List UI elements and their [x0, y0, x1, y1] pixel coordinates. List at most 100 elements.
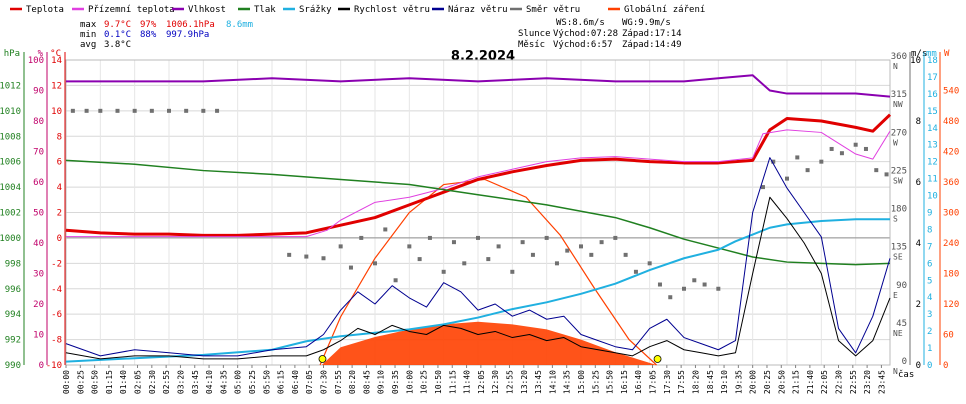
- radiation-tick-label: 180: [943, 270, 959, 280]
- direction-name-label: N: [893, 62, 898, 71]
- x-tick-label: 02:30: [148, 370, 157, 394]
- direction-tick-label: 90: [896, 281, 907, 291]
- wind-direction-point: [760, 185, 765, 190]
- rain-tick-label: 6: [927, 259, 932, 269]
- wind-direction-point: [132, 108, 137, 113]
- wind-direction-point: [427, 235, 432, 240]
- wind-direction-point: [819, 159, 824, 164]
- moonset: Západ:14:49: [622, 40, 682, 50]
- x-tick-label: 15:25: [591, 370, 600, 394]
- x-tick-label: 14:10: [548, 370, 557, 394]
- stat-label: avg: [80, 40, 96, 50]
- legend-label: Teplota: [26, 5, 64, 15]
- rain-tick-label: 13: [927, 141, 938, 151]
- pressure-tick-label: 1006: [0, 158, 21, 168]
- wind-direction-point: [613, 235, 618, 240]
- pressure-tick-label: 992: [5, 336, 21, 346]
- wind-direction-point: [84, 108, 89, 113]
- temperature-tick-label: -4: [51, 285, 62, 295]
- x-tick-label: 10:50: [434, 370, 443, 394]
- pressure-tick-label: 1002: [0, 209, 21, 219]
- x-tick-label: 13:20: [520, 370, 529, 394]
- temperature-tick-label: 10: [51, 107, 62, 117]
- wind-direction-point: [657, 282, 662, 287]
- x-tick-label: 07:05: [305, 370, 314, 394]
- wind-direction-point: [383, 227, 388, 232]
- wind-direction-point: [863, 146, 868, 151]
- radiation-tick-label: 60: [943, 331, 954, 341]
- x-tick-label: 09:35: [391, 370, 400, 394]
- wind-direction-point: [451, 240, 456, 245]
- wind-direction-point: [115, 108, 120, 113]
- axes: hPa9909929949969981000100210041006100810…: [0, 49, 959, 376]
- pressure-tick-label: 996: [5, 285, 21, 295]
- max-wind-gust: WG:9.9m/s: [622, 18, 671, 28]
- wind-tick-label: 2: [916, 300, 921, 310]
- wind-direction-point: [184, 108, 189, 113]
- radiation-tick-label: 480: [943, 117, 959, 127]
- pressure-tick-label: 1004: [0, 183, 21, 193]
- wind-direction-point: [579, 244, 583, 249]
- legend-label: Náraz větru: [448, 5, 508, 15]
- rain-tick-label: 3: [927, 310, 932, 320]
- x-tick-label: 17:30: [663, 370, 672, 394]
- wind-direction-point: [215, 108, 220, 113]
- humidity-tick-label: 90: [33, 87, 44, 97]
- rain-tick-label: 2: [927, 327, 932, 337]
- stat-humidity: 88%: [140, 30, 157, 40]
- x-tick-label: 10:00: [405, 370, 414, 394]
- x-tick-label: 17:05: [649, 370, 658, 394]
- x-tick-label: 23:20: [863, 370, 872, 394]
- x-tick-label: 18:20: [691, 370, 700, 394]
- wind-tick-label: 6: [916, 178, 921, 188]
- rain-tick-label: 18: [927, 56, 938, 66]
- rain-unit-label: mm: [926, 49, 937, 59]
- wind-direction-point: [771, 159, 776, 164]
- x-tick-label: 17:55: [677, 370, 686, 394]
- chart-title: 8.2.2024: [451, 49, 515, 64]
- x-tick-label: 20:50: [777, 370, 786, 394]
- wind-direction-point: [441, 269, 446, 274]
- wind-direction-point: [287, 252, 292, 257]
- series-line: [66, 74, 891, 98]
- wind-direction-point: [70, 108, 75, 113]
- temperature-tick-label: 4: [57, 183, 62, 193]
- wind-tick-label: 10: [910, 56, 921, 66]
- wind-direction-point: [692, 278, 697, 283]
- x-tick-label: 00:25: [76, 370, 85, 394]
- x-tick-label: 14:35: [563, 370, 572, 394]
- direction-tick-label: 135: [891, 243, 907, 253]
- stat-label: max: [80, 20, 97, 30]
- x-axis: 00:00 00:25 00:50 01:15 01:40 02:05 02:30 02:55…: [62, 365, 914, 394]
- x-tick-label: 05:50: [262, 370, 271, 394]
- stats-panel: max 9.7°C 97% 1006.1hPa 8.6mm min 0.1°C 88% 997.…: [80, 20, 253, 50]
- radiation-tick-label: 420: [943, 148, 959, 158]
- wind-direction-point: [359, 235, 364, 240]
- temperature-tick-label: 2: [57, 209, 62, 219]
- humidity-tick-label: 60: [33, 178, 44, 188]
- stat-humidity: 97%: [140, 20, 157, 30]
- wind-direction-point: [599, 240, 604, 245]
- legend: Teplota Přízemní teplota Vlhkost Tlak Srážky…: [10, 5, 705, 15]
- series-line: [65, 218, 890, 363]
- x-tick-label: 03:45: [191, 370, 200, 394]
- wind-direction-point: [407, 244, 412, 249]
- sunset: Západ:17:14: [622, 29, 682, 39]
- direction-name-label: W: [893, 138, 898, 147]
- direction-name-label: NE: [893, 329, 903, 338]
- radiation-tick-label: 0: [943, 361, 948, 371]
- x-tick-label: 10:25: [420, 370, 429, 394]
- sunrise: Východ:07:28: [553, 29, 618, 39]
- x-tick-label: 15:00: [577, 370, 586, 394]
- wind-unit-label: m/s: [911, 49, 927, 59]
- pressure-unit-label: hPa: [4, 49, 20, 59]
- stat-pressure: 997.9hPa: [166, 30, 209, 40]
- x-tick-label: 12:55: [505, 370, 514, 394]
- temperature-tick-label: 6: [57, 158, 62, 168]
- x-tick-label: 05:25: [248, 370, 257, 394]
- humidity-tick-label: 80: [33, 117, 44, 127]
- wind-direction-point: [510, 269, 515, 274]
- x-tick-label: 19:10: [720, 370, 729, 394]
- wind-direction-point: [496, 244, 501, 249]
